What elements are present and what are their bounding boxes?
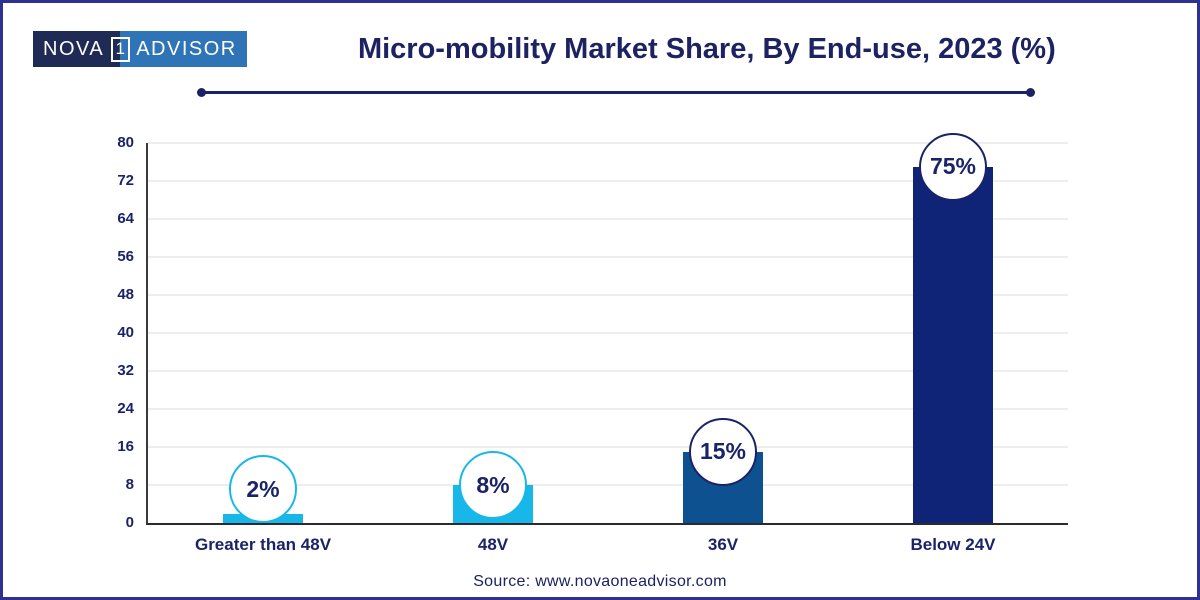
gridline	[148, 408, 1068, 410]
x-axis-category-label: Greater than 48V	[194, 535, 332, 554]
y-axis-tick-label: 40	[117, 324, 134, 341]
logo-number-badge: 1	[107, 31, 134, 67]
y-axis-tick-label: 72	[117, 172, 134, 189]
gridline	[148, 332, 1068, 334]
y-axis-tick-label: 56	[117, 248, 134, 265]
logo-number-box: 1	[110, 36, 130, 62]
gridline	[148, 256, 1068, 258]
x-axis-category-label: Below 24V	[910, 535, 996, 554]
gridline	[148, 218, 1068, 220]
chart-title: Micro-mobility Market Share, By End-use,…	[357, 32, 1056, 65]
bar-value-badge: 2%	[229, 455, 297, 523]
gridline	[148, 446, 1068, 448]
logo-text-advisor: ADVISOR	[133, 31, 247, 67]
bar	[913, 166, 993, 523]
y-axis-tick-label: 8	[125, 476, 134, 493]
gridline	[148, 484, 1068, 486]
gridline	[148, 370, 1068, 372]
y-axis-tick-label: 48	[117, 286, 134, 303]
y-axis-tick-label: 32	[117, 362, 134, 379]
y-axis-tick-label: 64	[117, 210, 134, 227]
y-axis-tick-label: 16	[117, 438, 134, 455]
y-axis-tick-label: 24	[117, 400, 134, 417]
bar-value-badge: 75%	[919, 132, 987, 201]
logo-text-nova: NOVA	[33, 31, 108, 67]
gridline	[148, 294, 1068, 296]
chart-header: NOVA 1 ADVISOR Micro-mobility Market Sha…	[33, 29, 1167, 69]
title-underline	[197, 88, 1035, 97]
source-caption: Source: www.novaoneadvisor.com	[473, 573, 727, 590]
x-axis-category-label: 48V	[477, 535, 509, 554]
y-axis-tick-label: 0	[125, 514, 134, 531]
bar-chart-plot-area: 2% Greater than 48V 8% 48V 15% 36V 75% Below 24…	[146, 132, 1068, 554]
gridline	[148, 142, 1068, 144]
bar-value-badge: 8%	[459, 451, 527, 519]
y-axis-tick-label: 80	[117, 134, 134, 151]
x-axis-category-label: 36V	[707, 535, 739, 554]
gridline	[148, 180, 1068, 182]
bar-value-badge: 15%	[689, 417, 757, 486]
brand-logo: NOVA 1 ADVISOR	[33, 31, 247, 67]
